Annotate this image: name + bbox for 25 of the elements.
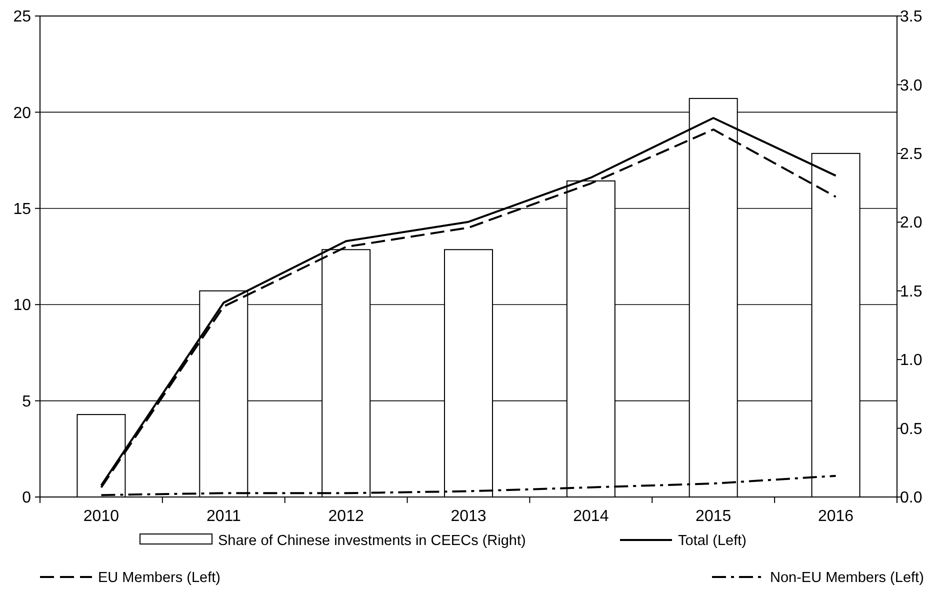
y2-tick-label: 3.0: [900, 77, 922, 94]
y-tick-label: 5: [22, 393, 32, 410]
x-tick-label: 2011: [206, 508, 241, 525]
y2-tick-label: 0.0: [900, 490, 922, 507]
y2-tick-label: 3.5: [900, 8, 922, 26]
y2-tick-label: 1.0: [900, 352, 922, 370]
x-tick-label: 2010: [83, 508, 120, 525]
y2-tick-label: 1.5: [900, 283, 922, 300]
x-tick-label: 2015: [696, 508, 732, 525]
legend-label: Non-EU Members (Left): [770, 570, 924, 586]
y2-tick-label: 2.5: [900, 146, 922, 164]
y2-tick-label: 2.0: [900, 214, 922, 232]
y-tick-label: 15: [13, 201, 32, 218]
x-tick-label: 2012: [328, 508, 364, 525]
x-tick-label: 2013: [450, 508, 486, 525]
y-tick-label: 10: [13, 297, 32, 314]
legend-label: Share of Chinese investments in CEECs (Right): [218, 533, 526, 550]
y-tick-label: 20: [13, 104, 32, 122]
x-tick-label: 2014: [573, 508, 609, 525]
y-tick-label: 25: [13, 8, 32, 26]
y-tick-label: 0: [22, 490, 32, 507]
legend-label: Total (Left): [678, 533, 746, 550]
legend-label: EU Members (Left): [98, 570, 220, 586]
y2-tick-label: 0.5: [900, 420, 922, 438]
x-tick-label: 2016: [818, 508, 854, 525]
